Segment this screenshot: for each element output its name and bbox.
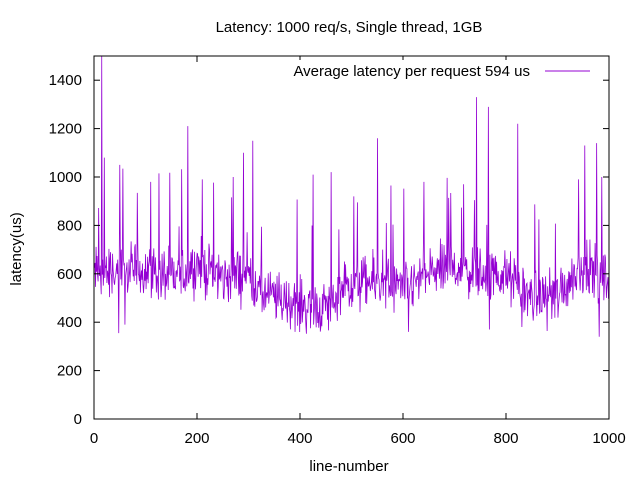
legend-label: Average latency per request 594 us xyxy=(293,63,530,80)
plot-frame xyxy=(93,55,610,420)
x-tick-label: 600 xyxy=(390,430,415,447)
legend-background xyxy=(276,60,596,82)
x-tick-label: 800 xyxy=(493,430,518,447)
legend: Average latency per request 594 us xyxy=(276,60,596,82)
x-tick-label: 0 xyxy=(90,430,98,447)
y-tick-label: 800 xyxy=(57,217,82,234)
y-tick-label: 1200 xyxy=(49,121,82,138)
y-tick-label: 200 xyxy=(57,363,82,380)
y-tick-label: 1400 xyxy=(49,72,82,89)
ticks-layer: 0 200 400 600 800 1000 0 200 400 600 800 1000 1200 14… xyxy=(49,56,626,447)
y-tick-label: 600 xyxy=(57,266,82,283)
x-tick-label: 1000 xyxy=(592,430,625,447)
y-tick-label: 0 xyxy=(74,411,82,428)
y-tick-label: 400 xyxy=(57,314,82,331)
x-axis-label: line-number xyxy=(309,458,388,475)
series-line xyxy=(93,55,610,337)
x-tick-label: 400 xyxy=(287,430,312,447)
y-axis-label: latency(us) xyxy=(8,212,25,285)
series-layer xyxy=(93,55,610,337)
x-tick-label: 200 xyxy=(184,430,209,447)
chart-title: Latency: 1000 req/s, Single thread, 1GB xyxy=(216,19,483,36)
y-tick-label: 1000 xyxy=(49,169,82,186)
